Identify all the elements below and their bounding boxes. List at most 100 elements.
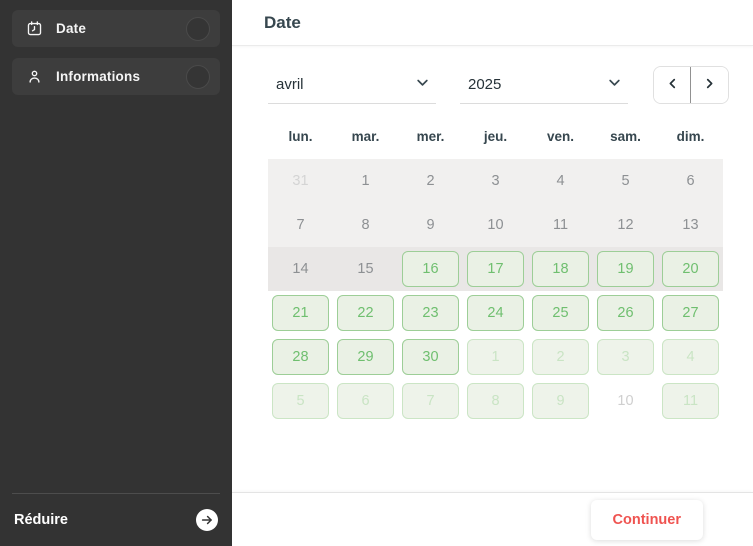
sidebar: Date Informations Réduire <box>0 0 232 546</box>
sidebar-item-informations[interactable]: Informations <box>12 58 220 95</box>
month-select[interactable]: avril <box>268 66 436 104</box>
sidebar-collapse-button[interactable]: Réduire <box>0 494 232 546</box>
date-cell-29[interactable]: 29 <box>337 339 394 375</box>
week-row: 14 15 16 17 18 19 20 <box>268 247 723 291</box>
date-cell-28[interactable]: 28 <box>272 339 329 375</box>
day-cell-wrap: 3 <box>463 159 528 203</box>
date-cell-18[interactable]: 18 <box>532 251 589 287</box>
date-cell-4[interactable]: 4 <box>662 339 719 375</box>
main-panel: Date avril 2025 <box>232 0 753 546</box>
date-cell-7[interactable]: 7 <box>402 383 459 419</box>
week-row: 21 22 23 24 25 26 27 <box>268 291 723 335</box>
day-cell-wrap: 7 <box>268 203 333 247</box>
year-select-value: 2025 <box>468 76 502 93</box>
day-cell-wrap: 13 <box>658 203 723 247</box>
date-cell-19[interactable]: 19 <box>597 251 654 287</box>
week-row: 7 8 9 10 11 12 13 <box>268 203 723 247</box>
previous-month-button[interactable] <box>654 67 691 103</box>
date-cell-8: 8 <box>361 217 370 233</box>
date-cell-6: 6 <box>686 173 695 189</box>
chevron-left-icon <box>664 75 681 95</box>
week-row: 28 29 30 1 2 3 4 <box>268 335 723 379</box>
continue-button[interactable]: Continuer <box>590 499 703 540</box>
day-cell-wrap: 1 <box>463 335 528 379</box>
date-cell-21[interactable]: 21 <box>272 295 329 331</box>
day-cell-wrap: 18 <box>528 247 593 291</box>
day-cell-wrap: 12 <box>593 203 658 247</box>
date-cell-16[interactable]: 16 <box>402 251 459 287</box>
day-cell-wrap: 2 <box>528 335 593 379</box>
day-cell-wrap: 23 <box>398 291 463 335</box>
month-nav-group <box>653 66 729 104</box>
date-cell-1[interactable]: 1 <box>467 339 524 375</box>
date-cell-7: 7 <box>296 217 305 233</box>
day-cell-wrap: 21 <box>268 291 333 335</box>
page-title: Date <box>232 0 753 46</box>
date-cell-8[interactable]: 8 <box>467 383 524 419</box>
day-cell-wrap: 6 <box>333 379 398 423</box>
main-footer: Continuer <box>232 492 753 546</box>
year-select[interactable]: 2025 <box>460 66 628 104</box>
day-cell-wrap: 9 <box>398 203 463 247</box>
day-cell-wrap: 16 <box>398 247 463 291</box>
day-cell-wrap: 17 <box>463 247 528 291</box>
date-cell-3: 3 <box>491 173 500 189</box>
day-cell-wrap: 7 <box>398 379 463 423</box>
day-cell-wrap: 31 <box>268 159 333 203</box>
day-cell-wrap: 4 <box>528 159 593 203</box>
date-cell-11[interactable]: 11 <box>662 383 719 419</box>
day-cell-wrap: 14 <box>268 247 333 291</box>
day-cell-wrap: 10 <box>463 203 528 247</box>
day-header: sam. <box>610 129 641 144</box>
day-header: mar. <box>351 129 380 144</box>
date-cell-22[interactable]: 22 <box>337 295 394 331</box>
day-cell-wrap: 24 <box>463 291 528 335</box>
day-cell-wrap: 30 <box>398 335 463 379</box>
date-cell-23[interactable]: 23 <box>402 295 459 331</box>
date-cell-25[interactable]: 25 <box>532 295 589 331</box>
day-cell-wrap: 10 <box>593 379 658 423</box>
day-cell-wrap: 11 <box>528 203 593 247</box>
next-month-button[interactable] <box>691 67 728 103</box>
calendar-section: avril 2025 <box>232 46 753 492</box>
day-header: dim. <box>676 129 705 144</box>
date-cell-30[interactable]: 30 <box>402 339 459 375</box>
day-cell-wrap: 1 <box>333 159 398 203</box>
date-cell-5: 5 <box>621 173 630 189</box>
date-cell-4: 4 <box>556 173 565 189</box>
day-cell-wrap: 26 <box>593 291 658 335</box>
day-cell-wrap: 5 <box>593 159 658 203</box>
date-cell-9[interactable]: 9 <box>532 383 589 419</box>
date-cell-17[interactable]: 17 <box>467 251 524 287</box>
status-circle <box>186 16 210 41</box>
date-cell-10: 10 <box>617 393 634 409</box>
date-cell-2[interactable]: 2 <box>532 339 589 375</box>
date-cell-2: 2 <box>426 173 435 189</box>
date-cell-6[interactable]: 6 <box>337 383 394 419</box>
day-cell-wrap: 27 <box>658 291 723 335</box>
status-circle <box>186 64 210 89</box>
date-cell-14: 14 <box>292 261 309 277</box>
day-cell-wrap: 9 <box>528 379 593 423</box>
date-cell-5[interactable]: 5 <box>272 383 329 419</box>
date-cell-26[interactable]: 26 <box>597 295 654 331</box>
date-cell-20[interactable]: 20 <box>662 251 719 287</box>
week-row: 5 6 7 8 9 10 11 <box>268 379 723 423</box>
calendar-icon <box>26 20 43 37</box>
day-header-row: lun. mar. mer. jeu. ven. sam. dim. <box>268 120 723 154</box>
arrow-right-icon[interactable] <box>196 509 218 531</box>
day-cell-wrap: 5 <box>268 379 333 423</box>
date-cell-24[interactable]: 24 <box>467 295 524 331</box>
chevron-down-icon <box>413 73 432 96</box>
date-cell-9: 9 <box>426 217 435 233</box>
day-cell-wrap: 4 <box>658 335 723 379</box>
day-header: lun. <box>288 129 313 144</box>
day-cell-wrap: 8 <box>333 203 398 247</box>
date-cell-3[interactable]: 3 <box>597 339 654 375</box>
day-cell-wrap: 22 <box>333 291 398 335</box>
sidebar-nav: Date Informations <box>0 0 232 105</box>
sidebar-divider <box>12 493 220 494</box>
day-cell-wrap: 15 <box>333 247 398 291</box>
date-cell-27[interactable]: 27 <box>662 295 719 331</box>
sidebar-item-date[interactable]: Date <box>12 10 220 47</box>
